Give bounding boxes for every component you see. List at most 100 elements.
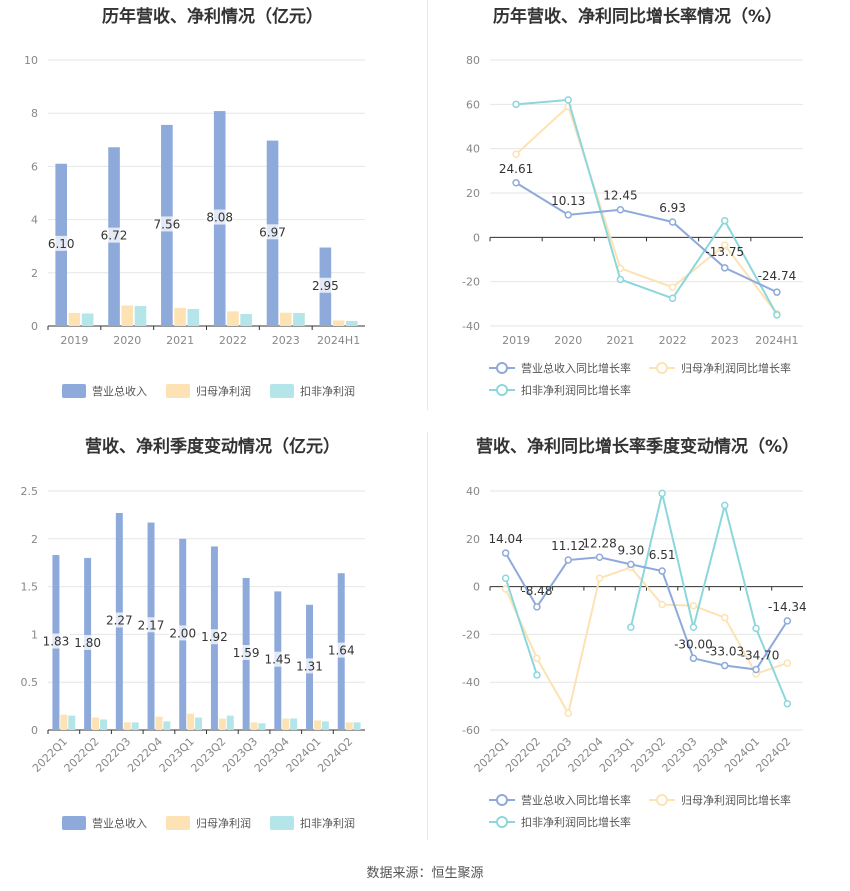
x-tick-label: 2021 [166,334,194,347]
legend-marker [656,794,668,806]
y-tick-label: 2.5 [21,485,39,498]
data-label: 6.10 [48,237,75,251]
point-revenue [564,556,572,564]
x-tick-label: 2024H1 [755,334,798,347]
point-deducted-profit [721,501,729,510]
y-tick-label: 10 [24,54,38,67]
point-net-profit [512,150,520,158]
bar-deducted-profit [195,717,203,730]
bar-net-profit [92,717,100,730]
data-label: 10.13 [551,194,585,208]
y-tick-label: 6 [31,160,38,173]
x-tick-label: 2019 [60,334,88,347]
bar-deducted-profit [81,313,94,326]
legend-swatch [62,384,86,398]
data-source-note: 数据来源：恒生聚源 [366,866,484,881]
point-deducted-profit [689,623,698,631]
bar-deducted-profit [226,715,234,730]
point-net-profit [658,600,666,609]
data-label: 24.61 [499,162,533,176]
x-tick-label: 2022 [659,334,687,347]
point-deducted-profit [668,294,677,303]
data-label: 1.45 [264,653,291,667]
legend-swatch [270,384,294,398]
series-line-revenue [515,181,778,294]
annual-amounts-plot: 0 2 4 6 8 10 2019 2020 2021 2022 2023 2024H1 6.10 6.7… [24,54,365,398]
data-label: 12.45 [603,189,637,203]
legend-label: 归母净利润 [196,816,251,830]
data-label-bg [168,625,197,641]
y-tick-label: -40 [462,676,480,689]
data-label: 6.72 [101,229,128,243]
data-label-bg [100,227,129,243]
bar-deducted-profit [68,715,76,730]
legend-swatch [270,816,294,830]
legend-label: 归母净利润 [196,384,251,398]
y-tick-label: 1 [31,628,38,641]
point-revenue [658,567,666,575]
y-tick-label: 80 [466,54,480,67]
quarterly-growth-plot: -60-40-20020402022Q12022Q22022Q32022Q420… [462,485,807,829]
y-tick-label: 0 [473,581,480,594]
point-deducted-profit [752,624,760,633]
legend-label: 归母净利润同比增长率 [681,361,791,375]
bar-net-profit [250,722,258,730]
legend-label: 营业总收入 [92,384,147,398]
data-label-bg [47,235,76,251]
point-net-profit [721,241,729,249]
bar-net-profit [68,312,81,326]
legend-marker [496,384,508,396]
data-label-bg [137,617,166,633]
bar-net-profit [174,307,186,326]
bar-deducted-profit [293,312,305,326]
chart-title: 历年营收、净利情况（亿元） [102,7,323,27]
data-label: 6.97 [259,225,286,239]
data-label-bg [263,651,292,667]
point-deducted-profit [627,623,635,631]
series-line-revenue [504,552,789,671]
bar-deducted-profit [290,718,298,730]
x-tick-label: 2023 [272,334,300,347]
point-deducted-profit [616,275,625,284]
point-net-profit [595,574,604,582]
data-label: 2.17 [138,618,165,632]
point-deducted-profit [658,489,666,498]
bar-net-profit [313,720,321,730]
data-label: 8.08 [206,211,233,225]
bar-net-profit [123,722,131,730]
series-line-net-profit [504,566,788,716]
chart-title: 营收、净利季度变动情况（亿元） [85,437,340,457]
point-deducted-profit [512,100,520,109]
legend-label: 扣非净利润 [300,816,355,830]
data-label: 1.92 [201,630,228,644]
bar-deducted-profit [134,306,147,326]
data-label: 6.51 [649,548,676,562]
data-label-bg [73,634,102,650]
data-label-bg [232,644,261,660]
point-revenue [689,654,698,663]
panel-divider-bottom [427,432,428,840]
data-label-bg [311,277,340,293]
point-net-profit [783,659,792,667]
point-revenue [773,288,781,296]
quarterly-amounts-chart: 营收、净利季度变动情况（亿元） 0 0.5 1 1.5 2 2.5 2022Q1 2022Q2… [0,430,425,860]
x-tick-label: 2024Q2 [315,735,355,775]
data-label: 1.64 [328,644,355,658]
legend-marker [496,362,508,374]
legend-label: 归母净利润同比增长率 [681,793,791,807]
legend-label: 营业总收入同比增长率 [521,793,631,807]
data-label: 9.30 [617,543,644,557]
bar-deducted-profit [345,320,358,326]
data-label-bg [327,642,356,658]
point-deducted-profit [721,216,729,225]
y-tick-label: -20 [462,628,480,641]
x-tick-label: 2021 [606,334,634,347]
point-revenue [721,264,729,272]
point-revenue [721,661,729,670]
data-label: 11.12 [551,539,585,553]
data-label: -14.34 [768,600,807,614]
point-deducted-profit [773,311,781,319]
point-deducted-profit [783,699,792,708]
x-tick-label: 2020 [554,334,582,347]
data-label: -13.75 [705,245,744,259]
